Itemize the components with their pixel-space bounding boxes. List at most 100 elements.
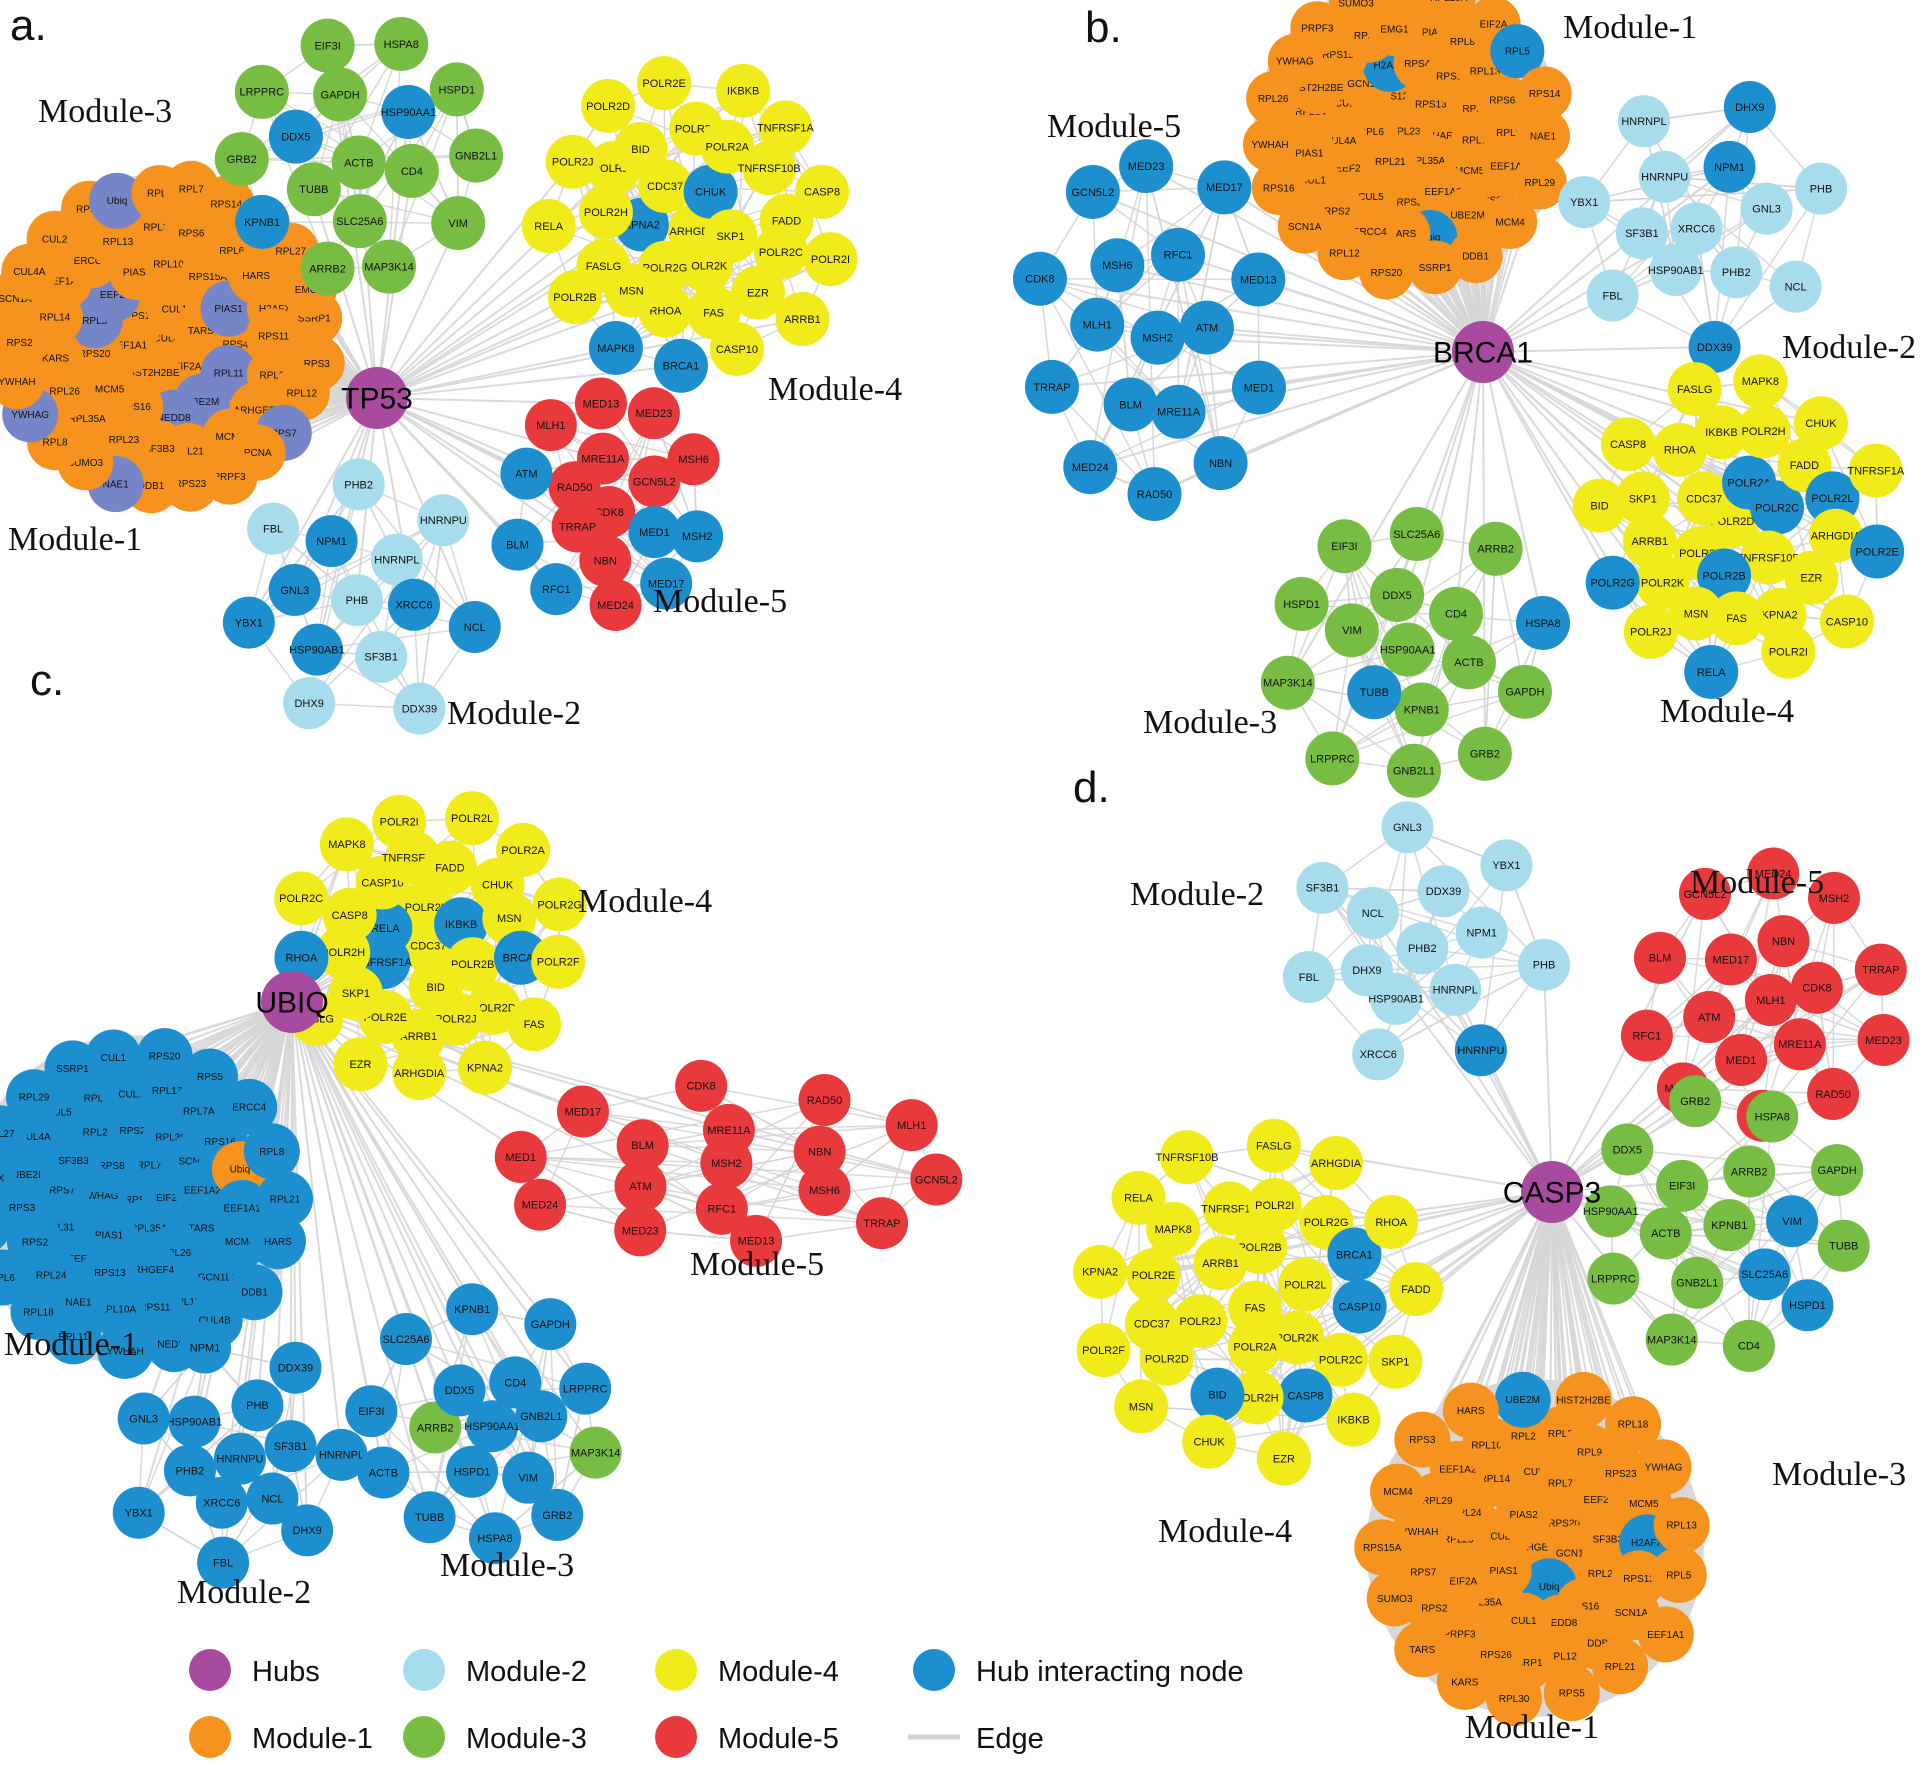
node-CD4[interactable] (1722, 1319, 1775, 1372)
node-KPNB1[interactable] (235, 194, 290, 249)
node-MED13[interactable] (730, 1214, 783, 1267)
node-NBN[interactable] (1757, 915, 1810, 968)
node-NCL[interactable] (448, 600, 501, 653)
node-RAD50[interactable] (798, 1074, 851, 1127)
node-SUMO3[interactable] (1328, 0, 1383, 31)
node-DDX5[interactable] (433, 1364, 486, 1417)
node-RHOA[interactable] (274, 930, 329, 985)
node-EIF3I[interactable] (1656, 1159, 1709, 1212)
node-CASP8[interactable] (322, 887, 377, 942)
node-MED24[interactable] (589, 579, 642, 632)
node-BID[interactable] (613, 122, 668, 177)
node-DDX5[interactable] (1601, 1123, 1654, 1176)
node-POLR2B[interactable] (547, 270, 602, 325)
node-RPL21[interactable] (1592, 1638, 1649, 1695)
node-HNRNPU[interactable] (1638, 150, 1691, 203)
node-CASP10[interactable] (1819, 594, 1874, 649)
node-BLM[interactable] (491, 518, 544, 571)
node-CHUK[interactable] (683, 164, 738, 219)
node-POLR2B[interactable] (1697, 548, 1752, 603)
node-RPS5[interactable] (1543, 1665, 1600, 1722)
node-TUBB[interactable] (286, 162, 341, 217)
node-MCM4[interactable] (1370, 1463, 1427, 1520)
node-RPL6[interactable] (0, 1249, 31, 1306)
node-KPNB1[interactable] (446, 1283, 499, 1336)
hub-brca1[interactable] (1452, 321, 1514, 383)
node-FBL[interactable] (1586, 269, 1639, 322)
node-KARS[interactable] (1436, 1653, 1493, 1710)
node-BLM[interactable] (1103, 377, 1158, 432)
node-POLR2J[interactable] (1173, 1294, 1228, 1349)
node-RPL18[interactable] (1605, 1396, 1662, 1453)
node-FASLG[interactable] (1246, 1118, 1301, 1173)
node-RPS20[interactable] (1359, 245, 1414, 300)
node-MED23[interactable] (614, 1204, 667, 1257)
node-EZR[interactable] (730, 265, 785, 320)
node-NCL[interactable] (1769, 260, 1822, 313)
node-RELA[interactable] (1111, 1170, 1166, 1225)
node-RPL30[interactable] (1486, 1670, 1543, 1727)
node-FBL[interactable] (197, 1536, 250, 1589)
node-CASP10[interactable] (1332, 1279, 1387, 1334)
node-MED13[interactable] (1231, 252, 1286, 307)
node-SF3B1[interactable] (264, 1420, 317, 1473)
node-POLR2J[interactable] (1623, 604, 1678, 659)
node-NPM1[interactable] (179, 1321, 232, 1374)
node-MLH1[interactable] (1744, 974, 1797, 1027)
node-YWHAG[interactable] (1635, 1439, 1692, 1496)
node-MED23[interactable] (627, 387, 680, 440)
node-HSP90AA1[interactable] (1584, 1185, 1637, 1238)
node-POLR2C[interactable] (1750, 480, 1805, 535)
node-VIM[interactable] (502, 1451, 555, 1504)
node-SKP1[interactable] (1615, 471, 1670, 526)
node-HSPD1[interactable] (1781, 1279, 1834, 1332)
node-RPL13[interactable] (1653, 1497, 1710, 1554)
node-XRCC6[interactable] (195, 1476, 248, 1529)
node-DDB1[interactable] (226, 1264, 283, 1321)
node-YBX1[interactable] (1558, 176, 1611, 229)
node-DDB1[interactable] (1448, 229, 1503, 284)
node-MLH1[interactable] (1070, 297, 1125, 352)
node-BID[interactable] (1572, 478, 1627, 533)
node-VIM[interactable] (431, 196, 486, 251)
node-XRCC6[interactable] (1670, 202, 1723, 255)
node-SSRP1[interactable] (1408, 240, 1463, 295)
node-POLR2H[interactable] (1736, 404, 1791, 459)
node-ARRB2[interactable] (1468, 521, 1523, 576)
node-MAPK8[interactable] (588, 320, 643, 375)
node-PHB[interactable] (1518, 938, 1571, 991)
node-HSPA8[interactable] (468, 1512, 521, 1565)
node-HNRNPL[interactable] (1429, 963, 1482, 1016)
node-BID[interactable] (1190, 1367, 1245, 1422)
node-CASP8[interactable] (1601, 417, 1656, 472)
node-MRE11A[interactable] (702, 1103, 755, 1156)
node-KARS[interactable] (1373, 0, 1427, 22)
node-DHX9[interactable] (1723, 81, 1776, 134)
node-YBX1[interactable] (112, 1486, 165, 1539)
node-MAPK8[interactable] (319, 817, 374, 872)
node-ARRB1[interactable] (1193, 1236, 1248, 1291)
node-MED24[interactable] (1747, 847, 1800, 900)
hub-tp53[interactable] (346, 367, 408, 429)
node-TARS[interactable] (1394, 1621, 1451, 1678)
node-DHX9[interactable] (283, 677, 336, 730)
node-HIST2H2BE[interactable] (1555, 1372, 1612, 1429)
node-GNL3[interactable] (1740, 182, 1793, 235)
node-PHB2[interactable] (163, 1444, 216, 1497)
node-CDK8[interactable] (1012, 251, 1067, 306)
node-EZR[interactable] (1256, 1431, 1311, 1486)
node-MRE11A[interactable] (577, 432, 630, 485)
node-FADD[interactable] (1388, 1262, 1443, 1317)
node-YBX1[interactable] (222, 596, 275, 649)
node-MED1[interactable] (494, 1130, 547, 1183)
node-DDX39[interactable] (393, 682, 446, 735)
node-POLR2C[interactable] (274, 871, 329, 926)
node-SKP1[interactable] (1368, 1334, 1423, 1389)
node-MED1[interactable] (1715, 1033, 1768, 1086)
node-UBE2M[interactable] (1494, 1371, 1551, 1428)
node-RPL12[interactable] (1317, 226, 1372, 281)
node-ARRB2[interactable] (409, 1401, 462, 1454)
node-NBN[interactable] (793, 1125, 846, 1178)
node-CHUK[interactable] (1794, 396, 1849, 451)
node-ARHGDIA[interactable] (392, 1046, 447, 1101)
